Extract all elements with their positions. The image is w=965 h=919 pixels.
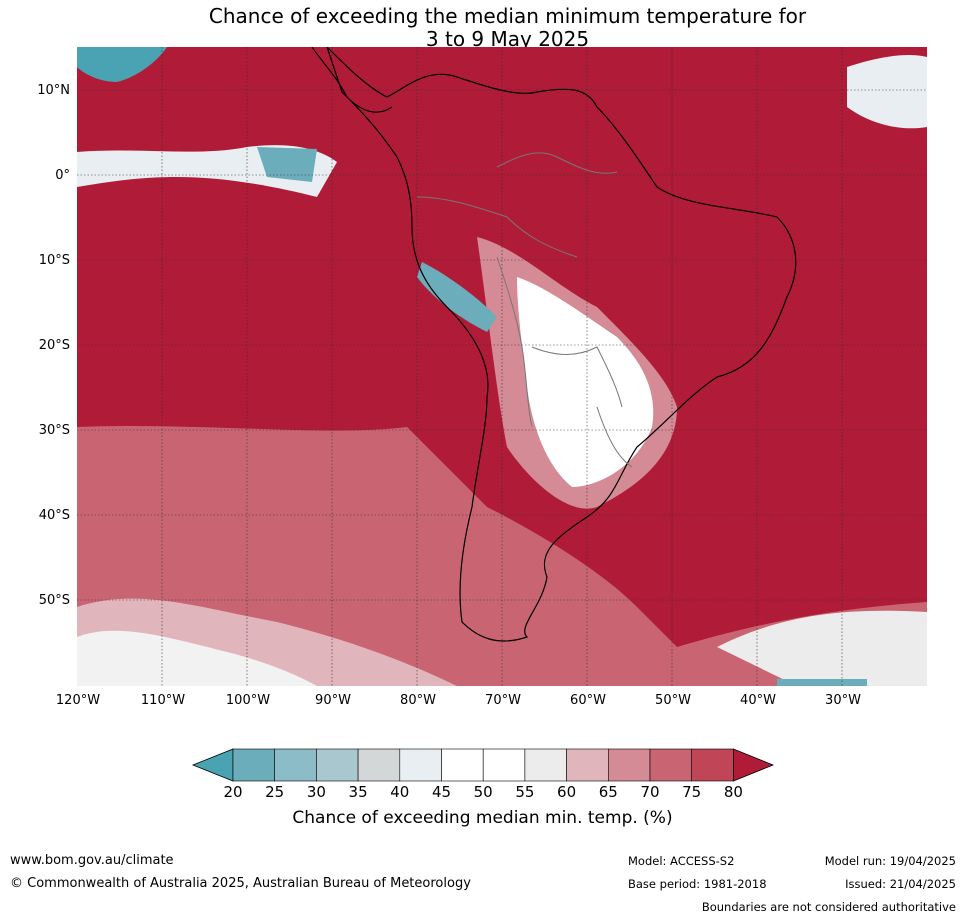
lat-label-30s: 30°S — [38, 423, 70, 438]
copyright-text: © Commonwealth of Australia 2025, Austra… — [10, 876, 471, 891]
lon-label-100w: 100°W — [225, 693, 271, 708]
lon-label-110w: 110°W — [140, 693, 186, 708]
disclaimer-text: Boundaries are not considered authoritat… — [701, 900, 956, 914]
colorbar-segment-45-50 — [441, 748, 484, 782]
colorbar-tick-35: 35 — [348, 783, 368, 801]
graticule — [77, 47, 927, 686]
lon-label-90w: 90°W — [315, 693, 351, 708]
lat-label-10n: 10°N — [37, 83, 70, 98]
colorbar-segment-55-60 — [524, 748, 567, 782]
colorbar-tick-80: 80 — [723, 783, 743, 801]
colorbar-tick-40: 40 — [390, 783, 410, 801]
colorbar-segment-25-30 — [274, 748, 317, 782]
colorbar-segment-30-35 — [316, 748, 359, 782]
lon-label-50w: 50°W — [655, 693, 691, 708]
colorbar — [191, 748, 775, 782]
lat-label-40s: 40°S — [38, 508, 70, 523]
map-title-line1: Chance of exceeding the median minimum t… — [208, 4, 807, 28]
south-america-coastline — [326, 47, 797, 642]
equatorial-blue-patch — [257, 147, 317, 182]
website-link[interactable]: www.bom.gov.au/climate — [10, 853, 174, 868]
lat-label-20s: 20°S — [38, 338, 70, 353]
colorbar-tick-25: 25 — [265, 783, 285, 801]
nw-corner-blue — [77, 47, 167, 82]
central-america-coastline — [311, 47, 393, 113]
colorbar-segment-20-25 — [232, 748, 276, 782]
lon-label-70w: 70°W — [485, 693, 521, 708]
base-period-text: Base period: 1981-2018 — [628, 877, 767, 891]
colorbar-label: Chance of exceeding median min. temp. (%… — [292, 808, 673, 828]
colorbar-tick-65: 65 — [598, 783, 618, 801]
probability-map — [77, 47, 927, 686]
lat-label-10s: 10°S — [38, 253, 70, 268]
colorbar-tick-30: 30 — [306, 783, 326, 801]
south-atlantic-blue — [777, 679, 867, 686]
south-atlantic-light — [717, 610, 927, 686]
colorbar-tick-55: 55 — [515, 783, 535, 801]
colorbar-tick-75: 75 — [682, 783, 702, 801]
model-run-text: Model run: 19/04/2025 — [824, 854, 956, 868]
southern-white-zone — [77, 630, 317, 686]
lon-label-80w: 80°W — [400, 693, 436, 708]
colorbar-high-arrow — [733, 748, 775, 782]
lon-label-120w: 120°W — [55, 693, 101, 708]
continent-interior-white — [517, 277, 654, 487]
issued-text: Issued: 21/04/2025 — [845, 877, 956, 891]
peru-coast-blue — [417, 262, 497, 332]
model-text: Model: ACCESS-S2 — [628, 854, 735, 868]
colorbar-tick-45: 45 — [431, 783, 452, 801]
colorbar-segment-75-80 — [691, 748, 734, 782]
lon-label-30w: 30°W — [825, 693, 861, 708]
colorbar-tick-70: 70 — [640, 783, 660, 801]
colorbar-low-arrow — [191, 748, 234, 782]
map-title-line2: 3 to 9 May 2025 — [425, 27, 590, 51]
ne-corner-light — [847, 55, 927, 129]
lon-label-40w: 40°W — [740, 693, 776, 708]
lat-label-0: 0° — [55, 168, 70, 183]
colorbar-segment-35-40 — [357, 748, 401, 782]
colorbar-tick-20: 20 — [223, 783, 243, 801]
colorbar-tick-60: 60 — [557, 783, 577, 801]
lat-label-50s: 50°S — [38, 593, 70, 608]
lon-label-60w: 60°W — [570, 693, 606, 708]
country-borders — [416, 152, 633, 468]
colorbar-segment-50-55 — [482, 748, 526, 782]
colorbar-tick-50: 50 — [473, 783, 493, 801]
colorbar-segment-70-75 — [649, 748, 693, 782]
colorbar-segment-65-70 — [607, 748, 651, 782]
colorbar-segment-40-45 — [399, 748, 442, 782]
colorbar-segment-60-65 — [566, 748, 609, 782]
